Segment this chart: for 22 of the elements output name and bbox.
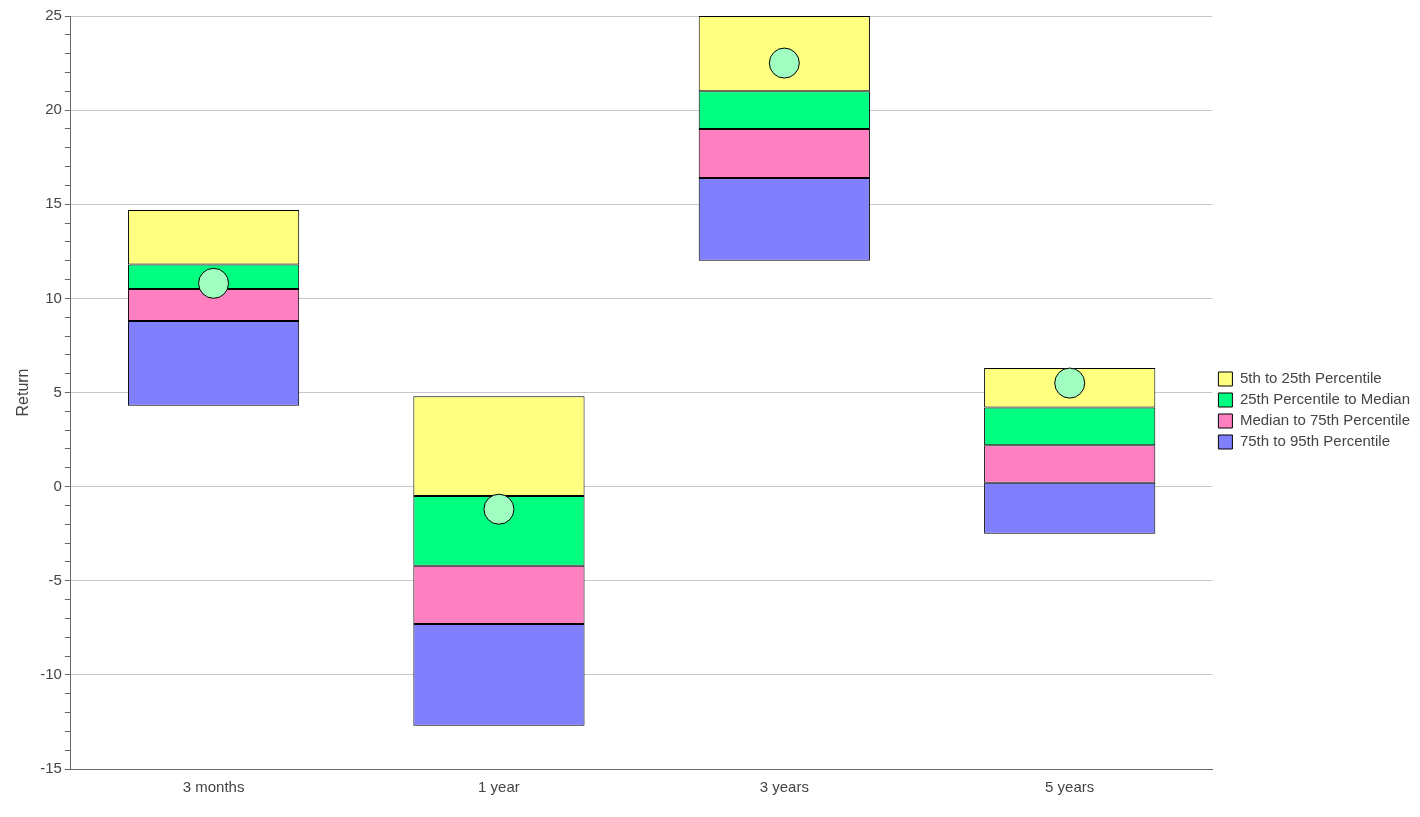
point <box>198 267 230 299</box>
y-tick-label: 5 <box>53 382 62 400</box>
point <box>1054 367 1086 399</box>
y-tick-label: -5 <box>48 570 62 588</box>
x-tick-label: 1 year <box>478 778 520 796</box>
y-axis-title: Return <box>14 368 32 417</box>
y-tick-label: 10 <box>45 288 62 306</box>
y-tick-label: 0 <box>53 476 62 494</box>
x-tick-label: 5 years <box>1045 778 1095 796</box>
point <box>483 493 515 525</box>
legend-label: Median to 75th Percentile <box>1239 411 1410 429</box>
legend-label: 5th to 25th Percentile <box>1239 369 1382 387</box>
y-tick-label: -10 <box>40 665 62 683</box>
x-tick-label: 3 years <box>759 778 809 796</box>
y-tick-label: 25 <box>45 6 62 24</box>
y-tick-label: 15 <box>45 194 62 212</box>
point <box>768 47 800 79</box>
y-tick-label: 20 <box>45 100 62 118</box>
x-tick-label: 3 months <box>182 778 245 796</box>
legend-label: 25th Percentile to Median <box>1239 390 1410 408</box>
y-tick-label: -15 <box>40 759 62 777</box>
legend-label: 75th to 95th Percentile <box>1239 432 1390 450</box>
